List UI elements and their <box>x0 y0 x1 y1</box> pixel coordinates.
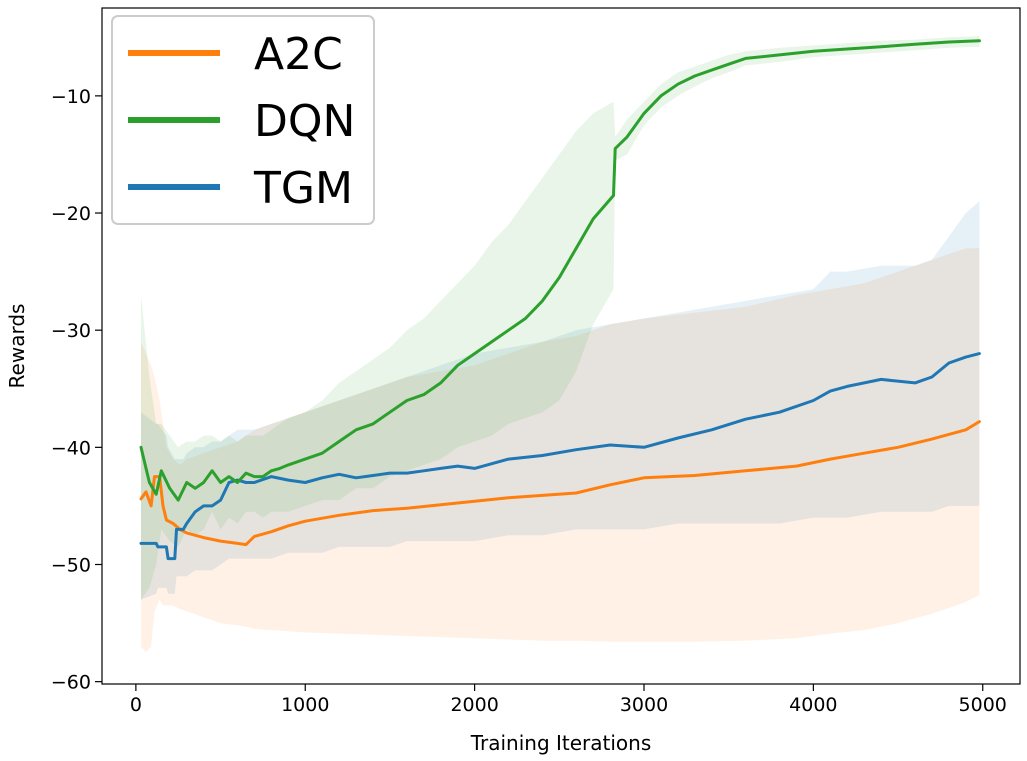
y-tick-label: −50 <box>51 554 91 576</box>
y-tick-label: −20 <box>51 203 91 225</box>
legend: A2C DQN TGM <box>111 15 375 225</box>
y-tick-label: −40 <box>51 437 91 459</box>
y-tick-label: −10 <box>51 86 91 108</box>
band-tgm <box>141 201 980 600</box>
legend-label-tgm: TGM <box>253 163 353 214</box>
x-tick-label: 0 <box>130 694 142 716</box>
band-dqn <box>141 36 980 600</box>
y-tick-label: −30 <box>51 320 91 342</box>
confidence-bands <box>141 36 980 653</box>
legend-label-dqn: DQN <box>254 96 355 147</box>
y-tick-label: −60 <box>51 672 91 694</box>
series-line-a2c <box>139 420 981 547</box>
y-axis-ticks: −60 −50 −40 −30 −20 −10 <box>51 86 102 694</box>
series-line-dqn <box>139 39 981 502</box>
y-axis-label: Rewards <box>5 304 29 389</box>
legend-label-a2c: A2C <box>254 29 343 80</box>
plot-area-frame <box>101 7 1021 685</box>
x-tick-label: 3000 <box>620 694 668 716</box>
series-lines <box>139 39 981 561</box>
x-tick-label: 1000 <box>281 694 329 716</box>
x-tick-label: 2000 <box>450 694 498 716</box>
series-line-tgm <box>139 352 981 561</box>
x-axis-label: Training Iterations <box>470 731 652 755</box>
band-a2c <box>141 248 980 653</box>
legend-box <box>111 15 375 225</box>
x-tick-label: 5000 <box>959 694 1007 716</box>
x-axis-ticks: 0 1000 2000 3000 4000 5000 <box>130 684 1007 716</box>
x-tick-label: 4000 <box>789 694 837 716</box>
